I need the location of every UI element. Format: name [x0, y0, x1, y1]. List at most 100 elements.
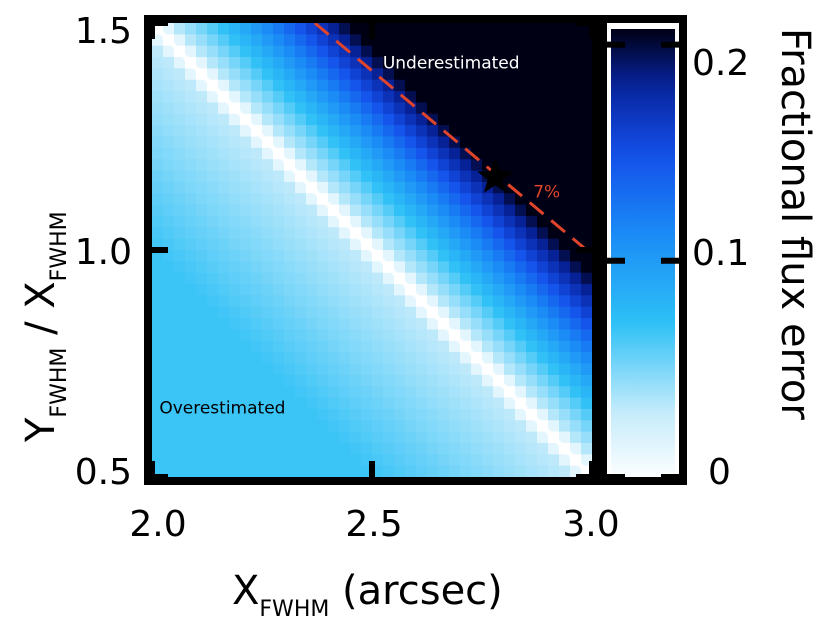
heatmap-cell: [284, 147, 296, 160]
heatmap-cell: [438, 113, 450, 126]
heatmap-cell: [152, 34, 164, 47]
heatmap-cell: [361, 329, 373, 342]
heatmap-cell: [471, 431, 483, 444]
heatmap-cell: [152, 204, 164, 217]
heatmap-cell: [207, 91, 219, 104]
heatmap-cell: [262, 57, 274, 69]
heatmap-cell: [163, 408, 175, 421]
heatmap-cell: [372, 102, 384, 115]
heatmap-cell: [218, 306, 230, 319]
heatmap-cell: [383, 306, 395, 319]
heatmap-cell: [240, 204, 252, 217]
heatmap-cell: [218, 352, 230, 365]
heatmap-cell: [152, 159, 164, 172]
heatmap-cell: [218, 284, 230, 296]
heatmap-cell: [284, 306, 296, 319]
heatmap-cell: [240, 159, 252, 172]
cbar-tick-label-0: 0: [708, 452, 731, 493]
heatmap-cell: [548, 261, 560, 274]
heatmap-cell: [185, 181, 197, 194]
heatmap-cell: [449, 363, 461, 376]
heatmap-cell: [361, 374, 373, 387]
heatmap-cell: [394, 442, 406, 455]
heatmap-cell: [482, 91, 494, 104]
heatmap-cell: [174, 250, 186, 262]
heatmap-cell: [559, 79, 571, 92]
heatmap-cell: [372, 397, 384, 410]
heatmap-cell: [515, 454, 527, 467]
heatmap-cell: [174, 340, 186, 353]
heatmap-cell: [526, 125, 538, 138]
heatmap-cell: [339, 91, 351, 104]
heatmap-cell: [152, 170, 164, 183]
heatmap-cell: [284, 352, 296, 365]
heatmap-cell: [207, 318, 219, 331]
heatmap-cell: [328, 45, 340, 58]
heatmap-cell: [361, 113, 373, 126]
heatmap-cell: [416, 397, 428, 410]
heatmap-cell: [559, 34, 571, 47]
heatmap-cell: [416, 465, 428, 478]
heatmap-cell: [383, 454, 395, 467]
heatmap-cell: [548, 340, 560, 353]
heatmap-cell: [526, 454, 538, 467]
heatmap-cell: [306, 57, 318, 69]
heatmap-cell: [559, 284, 571, 296]
heatmap-cell: [328, 272, 340, 285]
heatmap-cell: [163, 386, 175, 399]
heatmap-cell: [581, 136, 593, 149]
heatmap-cell: [350, 136, 362, 149]
heatmap-cell: [504, 45, 516, 58]
heatmap-cell: [251, 68, 263, 81]
heatmap-cell: [449, 272, 461, 285]
heatmap-cell: [570, 125, 582, 138]
heatmap-cell: [207, 68, 219, 81]
heatmap-cell: [174, 79, 186, 92]
heatmap-cell: [163, 465, 175, 478]
heatmap-cell: [570, 170, 582, 183]
heatmap-cell: [372, 295, 384, 308]
heatmap-cell: [317, 91, 329, 104]
heatmap-cell: [328, 215, 340, 228]
heatmap-cell: [152, 261, 164, 274]
heatmap-cell: [537, 113, 549, 126]
heatmap-cell: [471, 238, 483, 251]
heatmap-cell: [559, 238, 571, 251]
heatmap-cell: [449, 170, 461, 183]
heatmap-cell: [394, 79, 406, 92]
heatmap-cell: [152, 386, 164, 399]
heatmap-cell: [306, 408, 318, 421]
heatmap-cell: [416, 454, 428, 467]
heatmap-cell: [284, 238, 296, 251]
heatmap-cell: [306, 23, 318, 35]
heatmap-cell: [306, 45, 318, 58]
heatmap-cell: [570, 261, 582, 274]
heatmap-cell: [493, 442, 505, 455]
heatmap-cell: [361, 45, 373, 58]
heatmap-cell: [251, 181, 263, 194]
heatmap-cell: [229, 420, 241, 433]
heatmap-cell: [449, 386, 461, 399]
heatmap-cell: [482, 465, 494, 478]
heatmap-cell: [174, 352, 186, 365]
heatmap-cell: [383, 374, 395, 387]
heatmap-cell: [328, 408, 340, 421]
heatmap-cell: [174, 238, 186, 251]
heatmap-cell: [372, 170, 384, 183]
heatmap-cell: [559, 125, 571, 138]
heatmap-cell: [361, 340, 373, 353]
heatmap-cell: [581, 306, 593, 319]
heatmap-cell: [460, 159, 472, 172]
heatmap-cell: [427, 397, 439, 410]
heatmap-cell: [471, 465, 483, 478]
heatmap-cell: [460, 442, 472, 455]
heatmap-cell: [493, 193, 505, 206]
heatmap-cell: [218, 181, 230, 194]
heatmap-cell: [372, 159, 384, 172]
heatmap-cell: [383, 363, 395, 376]
heatmap-cell: [548, 125, 560, 138]
heatmap-cell: [504, 159, 516, 172]
heatmap-cell: [438, 431, 450, 444]
y-tick-label-1.0: 1.0: [75, 232, 132, 273]
heatmap-cell: [251, 227, 263, 240]
